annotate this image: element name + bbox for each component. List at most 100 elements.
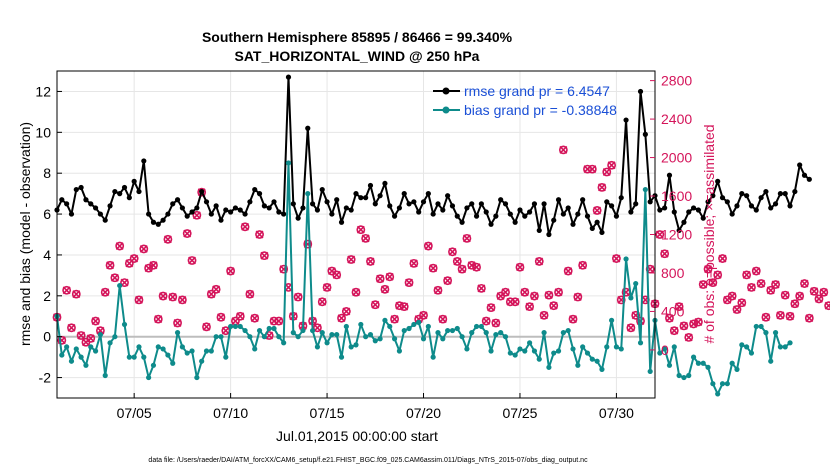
obs-possible-point bbox=[351, 287, 361, 297]
obs-assimilated-point bbox=[588, 165, 597, 174]
obs-assimilated-point bbox=[178, 295, 187, 304]
bias-point bbox=[174, 330, 181, 336]
rmse-point bbox=[628, 209, 634, 215]
rmse-point bbox=[88, 201, 94, 207]
obs-assimilated-point bbox=[477, 284, 486, 293]
obs-possible-point bbox=[708, 278, 718, 287]
y-tick-label: -2 bbox=[39, 370, 52, 386]
rmse-point bbox=[570, 221, 576, 227]
obs-possible-point bbox=[211, 284, 221, 294]
obs-possible-point bbox=[182, 229, 192, 238]
obs-possible-point bbox=[187, 256, 197, 265]
bias-point bbox=[232, 323, 239, 330]
obs-possible-point bbox=[428, 263, 438, 273]
obs-assimilated-point bbox=[597, 183, 606, 192]
rmse-point bbox=[478, 201, 484, 207]
obs-possible-point bbox=[698, 280, 708, 289]
bias-point bbox=[618, 346, 624, 352]
obs-possible-point bbox=[665, 313, 674, 323]
rmse-point bbox=[642, 131, 648, 137]
bias-point bbox=[78, 354, 84, 360]
bias-point bbox=[729, 360, 735, 366]
rmse-point bbox=[734, 203, 740, 209]
x-tick-label: 07/05 bbox=[117, 405, 152, 421]
bias-point bbox=[199, 358, 205, 364]
obs-assimilated-point bbox=[284, 283, 293, 292]
rmse-point bbox=[744, 193, 750, 199]
bias-point bbox=[599, 366, 605, 372]
obs-assimilated-point bbox=[356, 225, 365, 234]
obs-possible-point bbox=[332, 270, 342, 280]
obs-possible-point bbox=[756, 279, 766, 288]
y-tick-label: 12 bbox=[35, 83, 51, 99]
obs-possible-point bbox=[766, 285, 776, 295]
obs-assimilated-point bbox=[409, 259, 418, 268]
obs-possible-point bbox=[303, 239, 313, 249]
rmse-point bbox=[136, 188, 142, 195]
bias-point bbox=[502, 334, 509, 340]
obs-assimilated-point bbox=[790, 299, 799, 308]
rmse-point bbox=[647, 199, 653, 205]
obs-possible-point bbox=[120, 278, 129, 287]
rmse-point bbox=[454, 213, 460, 219]
bias-point bbox=[285, 160, 292, 166]
bias-point bbox=[690, 354, 697, 360]
rmse-point bbox=[430, 211, 436, 217]
series-layer bbox=[52, 74, 830, 397]
rmse-point bbox=[232, 205, 239, 211]
gridlines bbox=[57, 71, 655, 398]
obs-assimilated-point bbox=[255, 230, 264, 239]
y-axis-right-label: # of obs: o=possible; ×=assimilated bbox=[701, 124, 717, 343]
bias-point bbox=[281, 340, 287, 346]
obs-assimilated-point bbox=[786, 312, 794, 321]
obs-possible-point bbox=[91, 316, 100, 326]
obs-possible-point bbox=[206, 289, 216, 299]
obs-assimilated-point bbox=[101, 288, 110, 297]
bias-point bbox=[261, 334, 267, 340]
obs-assimilated-point bbox=[274, 317, 283, 326]
rmse-point bbox=[387, 203, 393, 209]
rmse-point bbox=[623, 117, 629, 123]
obs-assimilated-point bbox=[135, 295, 143, 304]
obs-assimilated-point bbox=[626, 323, 635, 332]
x-tick-label: 07/15 bbox=[310, 405, 345, 421]
obs-assimilated-point bbox=[824, 301, 830, 310]
obs-possible-point bbox=[356, 225, 366, 235]
bias-point bbox=[334, 332, 340, 338]
obs-possible-point bbox=[476, 283, 486, 293]
y-tick-label: 6 bbox=[43, 206, 51, 222]
bias-series bbox=[54, 160, 793, 397]
obs-assimilated-point bbox=[602, 168, 611, 176]
obs-assimilated-point bbox=[72, 290, 81, 299]
rmse-point bbox=[618, 195, 624, 201]
obs-assimilated-point bbox=[679, 321, 688, 330]
obs-assimilated-point bbox=[525, 302, 534, 311]
obs-possible-point bbox=[235, 311, 245, 321]
bias-point bbox=[560, 330, 566, 336]
obs-possible-point bbox=[197, 187, 207, 197]
obs-possible-point bbox=[597, 182, 607, 192]
obs-assimilated-point bbox=[704, 265, 713, 274]
obs-possible-point bbox=[366, 257, 375, 266]
rmse-point bbox=[107, 203, 113, 209]
bias-point bbox=[522, 348, 528, 354]
bias-point bbox=[319, 330, 325, 336]
bias-point bbox=[117, 282, 123, 289]
legend-bias-marker bbox=[442, 106, 450, 114]
bias-point bbox=[73, 346, 79, 352]
obs-possible-point bbox=[404, 278, 414, 287]
bias-point bbox=[724, 381, 730, 387]
bias-point bbox=[628, 295, 634, 301]
plot-frame bbox=[56, 70, 656, 399]
obs-possible-point bbox=[761, 312, 771, 322]
bias-point bbox=[146, 374, 152, 381]
bias-point bbox=[676, 372, 682, 379]
bias-point bbox=[387, 323, 393, 330]
rmse-point bbox=[295, 215, 301, 221]
rmse-point bbox=[604, 199, 610, 205]
bias-point bbox=[228, 323, 234, 330]
rmse-point bbox=[662, 205, 668, 211]
bias-point bbox=[454, 325, 460, 332]
bias-point bbox=[739, 342, 745, 348]
bias-point bbox=[546, 364, 552, 370]
